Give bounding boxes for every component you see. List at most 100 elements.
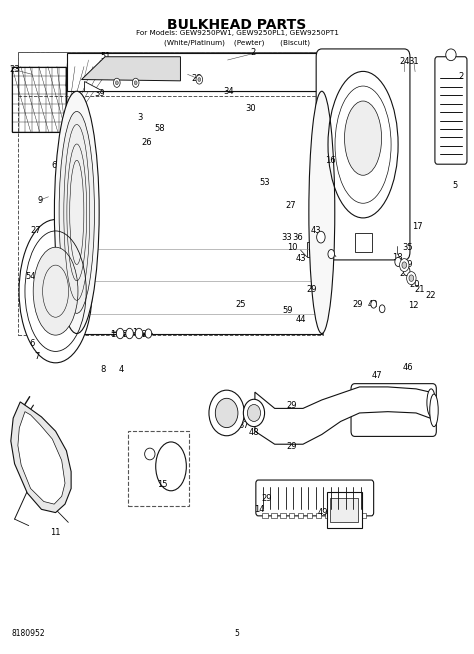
FancyBboxPatch shape <box>256 480 374 516</box>
Polygon shape <box>67 54 322 92</box>
Ellipse shape <box>309 92 335 334</box>
Text: 53: 53 <box>259 178 270 187</box>
Text: 12: 12 <box>409 301 419 310</box>
Text: 15: 15 <box>157 480 168 489</box>
Text: 29: 29 <box>286 442 296 451</box>
Circle shape <box>117 328 124 339</box>
Text: 20: 20 <box>122 330 133 339</box>
Bar <box>343 513 348 518</box>
Ellipse shape <box>19 220 92 363</box>
Ellipse shape <box>427 389 436 416</box>
Text: 29: 29 <box>286 401 296 409</box>
FancyBboxPatch shape <box>435 57 467 164</box>
Ellipse shape <box>59 111 94 313</box>
Text: 18: 18 <box>392 254 402 262</box>
Text: 10: 10 <box>287 243 298 252</box>
Text: 21: 21 <box>141 330 152 339</box>
Text: 29: 29 <box>352 300 363 309</box>
Text: 16: 16 <box>325 156 336 165</box>
Circle shape <box>371 300 376 308</box>
Text: 37: 37 <box>239 421 249 430</box>
Circle shape <box>403 266 410 275</box>
Circle shape <box>409 275 414 281</box>
Text: 9: 9 <box>37 196 43 205</box>
Bar <box>280 513 285 518</box>
Text: (White/Platinum)    (Pewter)       (Biscuit): (White/Platinum) (Pewter) (Biscuit) <box>164 39 310 46</box>
Text: 39: 39 <box>94 90 105 98</box>
Text: 6: 6 <box>29 339 35 348</box>
Text: 31: 31 <box>409 57 419 66</box>
Text: 45: 45 <box>52 473 62 483</box>
Bar <box>316 513 321 518</box>
Ellipse shape <box>243 400 264 426</box>
Text: 43: 43 <box>311 226 321 235</box>
Text: BULKHEAD PARTS: BULKHEAD PARTS <box>167 18 307 31</box>
Text: 11: 11 <box>50 528 61 537</box>
Text: 20: 20 <box>399 269 410 278</box>
Text: 60: 60 <box>240 409 251 417</box>
Text: 46: 46 <box>402 363 413 372</box>
Bar <box>298 513 303 518</box>
Bar <box>393 232 408 250</box>
Ellipse shape <box>55 92 99 334</box>
Ellipse shape <box>430 394 438 426</box>
Circle shape <box>317 232 325 243</box>
Text: 54: 54 <box>25 271 36 281</box>
Text: 22: 22 <box>425 291 436 300</box>
Bar <box>327 492 362 528</box>
Circle shape <box>328 250 335 258</box>
Text: 33: 33 <box>281 233 292 241</box>
Circle shape <box>134 81 137 85</box>
Bar <box>330 498 357 523</box>
Text: 25: 25 <box>236 300 246 309</box>
Polygon shape <box>18 411 65 504</box>
Bar <box>355 233 372 252</box>
Bar <box>352 513 357 518</box>
Bar <box>325 513 330 518</box>
Bar <box>289 513 294 518</box>
Text: 20: 20 <box>410 280 420 289</box>
Text: 59: 59 <box>283 306 293 315</box>
Text: 35: 35 <box>402 243 413 252</box>
Text: 8180952: 8180952 <box>12 629 46 638</box>
Text: 19: 19 <box>402 260 413 269</box>
Polygon shape <box>82 57 181 81</box>
Text: 27: 27 <box>285 201 296 211</box>
Ellipse shape <box>446 49 456 61</box>
Circle shape <box>407 271 416 284</box>
Circle shape <box>395 257 401 266</box>
Text: 17: 17 <box>412 222 423 231</box>
Bar <box>307 513 312 518</box>
Circle shape <box>132 78 139 88</box>
Bar <box>12 67 66 131</box>
Text: 5: 5 <box>453 181 458 190</box>
Ellipse shape <box>247 404 261 421</box>
Ellipse shape <box>345 101 382 175</box>
Circle shape <box>196 75 202 84</box>
Circle shape <box>145 329 152 338</box>
Bar <box>128 431 189 506</box>
Text: 36: 36 <box>292 233 303 241</box>
Bar <box>262 513 268 518</box>
Text: 64: 64 <box>52 161 62 170</box>
Text: 51: 51 <box>101 52 111 61</box>
Bar <box>271 513 277 518</box>
Circle shape <box>400 258 409 271</box>
Text: 27: 27 <box>30 226 41 235</box>
Circle shape <box>114 78 120 88</box>
FancyBboxPatch shape <box>351 384 437 436</box>
Circle shape <box>198 78 201 82</box>
Circle shape <box>379 305 385 313</box>
Bar <box>334 513 339 518</box>
Bar <box>18 52 323 335</box>
Text: 34: 34 <box>223 87 234 95</box>
Text: For Models: GEW9250PW1, GEW9250PL1, GEW9250PT1: For Models: GEW9250PW1, GEW9250PL1, GEW9… <box>136 30 338 36</box>
Polygon shape <box>11 402 71 513</box>
Text: 14: 14 <box>255 505 265 514</box>
Text: 2: 2 <box>458 72 464 81</box>
Text: 30: 30 <box>245 105 255 113</box>
FancyBboxPatch shape <box>316 49 410 260</box>
Text: 5: 5 <box>235 629 239 638</box>
Circle shape <box>126 328 133 339</box>
Polygon shape <box>84 81 103 92</box>
